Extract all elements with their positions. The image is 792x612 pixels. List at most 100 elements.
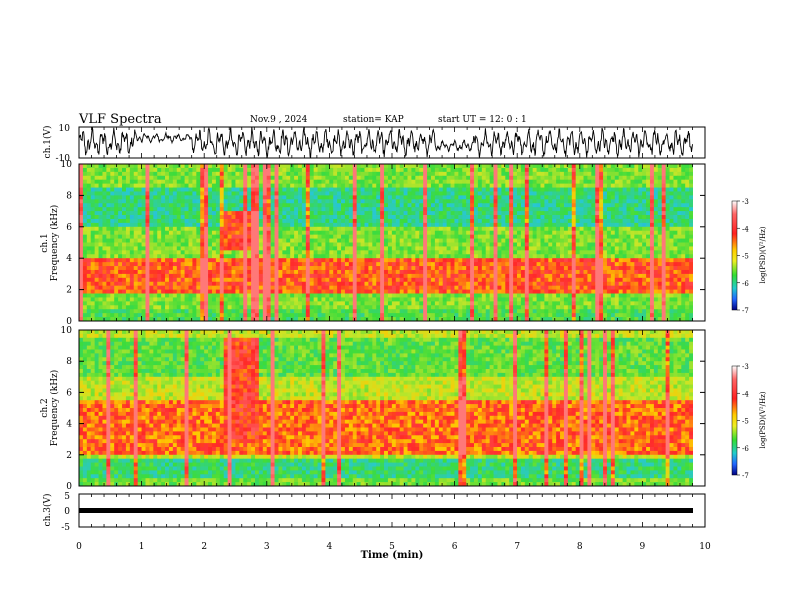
spectrogram-cell xyxy=(415,242,420,247)
spectrogram-cell xyxy=(305,191,311,196)
spectrogram-cell xyxy=(618,281,623,287)
spectrogram-cell xyxy=(254,203,260,208)
spectrogram-cell xyxy=(251,258,256,263)
spectrogram-cell xyxy=(356,266,361,271)
spectrogram-cell xyxy=(262,262,268,267)
spectrogram-cell xyxy=(532,222,537,228)
spectrogram-cell xyxy=(329,266,334,271)
spectrogram-cell xyxy=(626,234,631,239)
spectrogram-cell xyxy=(442,199,448,204)
spectrogram-cell xyxy=(161,226,166,232)
spectrogram-cell xyxy=(384,226,389,232)
spectrogram-cell xyxy=(290,164,295,169)
spectrogram-cell xyxy=(540,262,545,267)
spectrogram-cell xyxy=(184,183,189,188)
spectrogram-cell xyxy=(153,183,158,188)
spectrogram-cell xyxy=(583,199,588,204)
spectrogram-cell xyxy=(94,246,99,251)
spectrogram-cell xyxy=(122,269,127,275)
spectrogram-cell xyxy=(286,195,291,200)
spectrogram-cell xyxy=(352,250,358,255)
spectrogram-cell xyxy=(685,203,690,208)
spectrogram-cell xyxy=(434,222,440,228)
spectrogram-cell xyxy=(122,266,127,271)
spectrogram-cell xyxy=(399,195,404,200)
spectrogram-cell xyxy=(689,269,694,275)
spectrogram-cell xyxy=(176,273,182,279)
spectrogram-cell xyxy=(603,269,608,275)
spectrogram-cell xyxy=(446,211,451,216)
spectrogram-cell xyxy=(211,262,217,267)
spectrogram-cell xyxy=(399,266,404,271)
spectrogram-cell xyxy=(387,266,393,271)
spectrogram-cell xyxy=(681,273,686,279)
spectrogram-cell xyxy=(544,234,549,239)
spectrogram-cell xyxy=(626,218,631,224)
spectrogram-cell xyxy=(122,281,127,287)
spectrogram-cell xyxy=(563,226,569,232)
spectrogram-cell xyxy=(165,269,170,275)
spectrogram-cell xyxy=(110,230,115,236)
spectrogram-cell xyxy=(243,246,248,251)
spectrogram-cell xyxy=(411,277,416,283)
spectrogram-cell xyxy=(172,203,178,208)
spectrogram-cell xyxy=(485,234,491,239)
spectrogram-cell xyxy=(90,246,96,251)
spectrogram-cell xyxy=(517,175,522,181)
spectrogram-cell xyxy=(247,254,252,259)
spectrogram-cell xyxy=(446,218,451,224)
spectrogram-cell xyxy=(626,203,631,208)
spectrogram-cell xyxy=(595,183,600,188)
spectrogram-cell xyxy=(102,167,107,173)
spectrogram-cell xyxy=(407,269,412,275)
spectrogram-cell xyxy=(603,187,608,192)
spectrogram-cell xyxy=(286,171,291,177)
spectrogram-cell xyxy=(622,203,627,208)
spectrogram-cell xyxy=(298,191,303,196)
spectrogram-cell xyxy=(235,167,240,173)
spectrogram-cell xyxy=(133,242,139,247)
spectrogram-cell xyxy=(595,179,600,185)
spectrogram-cell xyxy=(337,167,342,173)
spectrogram-cell xyxy=(407,281,412,287)
spectrogram-cell xyxy=(215,187,221,192)
spectrogram-cell xyxy=(110,183,115,188)
spectrogram-cell xyxy=(626,179,631,185)
spectrogram-cell xyxy=(548,164,553,169)
spectrogram-cell xyxy=(247,269,252,275)
spectrogram-cell xyxy=(106,281,111,287)
spectrogram-cell xyxy=(372,269,377,275)
spectrogram-cell xyxy=(685,199,690,204)
spectrogram-cell xyxy=(305,238,311,243)
spectrogram-cell xyxy=(352,207,358,212)
spectrogram-cell xyxy=(493,183,498,188)
spectrogram-cell xyxy=(368,242,373,247)
spectrogram-cell xyxy=(243,203,248,208)
spectrogram-cell xyxy=(638,195,643,200)
spectrogram-cell xyxy=(673,211,678,216)
spectrogram-cell xyxy=(387,199,393,204)
spectrogram-cell xyxy=(196,226,201,232)
spectrogram-cell xyxy=(634,226,639,232)
spectrogram-cell xyxy=(458,266,463,271)
spectrogram-cell xyxy=(642,218,647,224)
spectrogram-cell xyxy=(90,262,96,267)
spectrogram-cell xyxy=(364,226,369,232)
spectrogram-cell xyxy=(399,250,404,255)
spectrogram-cell xyxy=(219,183,225,188)
spectrogram-cell xyxy=(341,207,346,212)
spectrogram-cell xyxy=(481,254,487,259)
spectrogram-cell xyxy=(274,171,279,177)
spectrogram-cell xyxy=(477,164,483,169)
spectrogram-cell xyxy=(290,281,295,287)
spectrogram-cell xyxy=(560,258,565,263)
spectrogram-cell xyxy=(129,226,135,232)
spectrogram-cell xyxy=(294,281,299,287)
spectrogram-cell xyxy=(653,254,659,259)
spectrogram-cell xyxy=(493,191,498,196)
spectrogram-cell xyxy=(403,238,408,243)
spectrogram-cell xyxy=(395,226,401,232)
spectrogram-cell xyxy=(329,187,334,192)
spectrogram-cell xyxy=(180,230,185,236)
spectrogram-cell xyxy=(317,230,322,236)
